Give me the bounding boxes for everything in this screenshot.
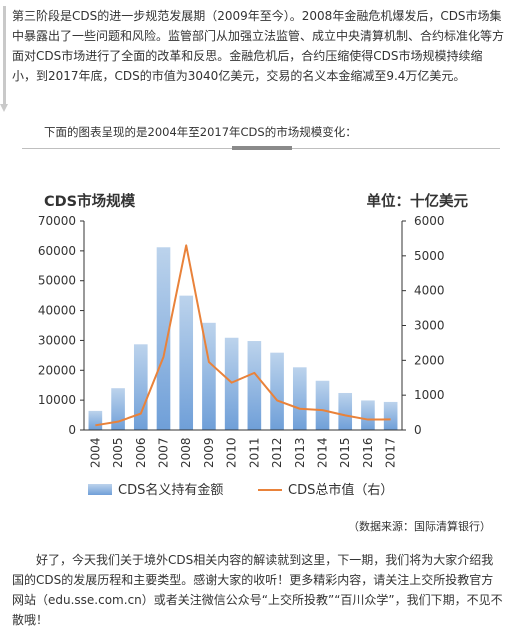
bar-2016 [361,400,375,430]
bar-2004 [88,410,103,430]
x-tick-label: 2016 [361,437,375,468]
bar-2013 [292,367,307,430]
bar-2010 [224,337,239,430]
x-tick-label: 2010 [225,437,239,468]
left-axis-tick-label: 60000 [38,244,76,258]
legend-bar-swatch [88,484,112,495]
unit-label: 单位：十亿美元 [367,192,469,210]
bar-2006 [133,344,148,430]
right-axis-tick-label: 2000 [414,353,445,367]
left-axis-tick-label: 50000 [38,274,76,288]
chart-title: CDS市场规模 [44,192,136,210]
bar-2017 [383,401,398,430]
bar-2015 [338,392,353,430]
data-source-note: （数据来源：国际清算银行） [348,520,491,533]
intro-section: 第三阶段是CDS的进一步规范发展期（2009年至今）。2008年金融危机爆发后，… [0,0,513,112]
bar-2012 [270,352,284,430]
legend-line-label: CDS总市值（右） [288,482,393,498]
x-tick-label: 2007 [157,437,171,468]
bar-2007 [156,247,171,430]
left-axis-tick-label: 0 [68,423,76,437]
left-axis-tick-label: 10000 [38,393,76,407]
quote-bar [3,6,6,104]
right-axis-tick-label: 3000 [414,319,445,333]
x-tick-label: 2017 [384,437,398,468]
x-tick-label: 2006 [134,437,148,468]
left-axis-tick-label: 70000 [38,214,76,228]
caption-divider-accent [232,146,292,150]
x-tick-label: 2004 [88,437,102,468]
right-axis-tick-label: 4000 [414,284,445,298]
right-axis-tick-label: 0 [414,423,422,437]
chart-caption: 下面的图表呈现的是2004年至2017年CDS的市场规模变化： [44,125,357,139]
outro-paragraph: 好了，今天我们关于境外CDS相关内容的解读就到这里，下一期，我们将为大家介绍我国… [12,553,503,627]
right-axis-tick-label: 5000 [414,249,445,263]
quote-arrow-icon [0,104,8,112]
x-tick-label: 2012 [270,437,284,468]
x-tick-label: 2011 [247,437,261,468]
market-value-line [95,244,391,427]
left-axis-tick-label: 20000 [38,363,76,377]
legend-bar-label: CDS名义持有金额 [118,482,223,498]
x-tick-label: 2015 [338,437,352,468]
right-axis-tick-label: 1000 [414,388,445,402]
bar-2005 [111,388,125,430]
x-tick-label: 2008 [179,437,193,468]
bar-2008 [179,295,194,430]
bar-2014 [315,380,330,430]
right-axis-tick-label: 6000 [414,214,445,228]
x-tick-label: 2013 [293,437,307,468]
left-axis-tick-label: 40000 [38,304,76,318]
x-tick-label: 2005 [111,437,125,468]
x-tick-label: 2014 [316,437,330,468]
intro-paragraph: 第三阶段是CDS的进一步规范发展期（2009年至今）。2008年金融危机爆发后，… [12,9,505,83]
left-axis-tick-label: 30000 [38,333,76,347]
cds-market-chart: CDS市场规模 单位：十亿美元 010000200003000040000500… [38,192,469,498]
bar-2011 [247,341,262,430]
x-tick-label: 2009 [202,437,216,468]
